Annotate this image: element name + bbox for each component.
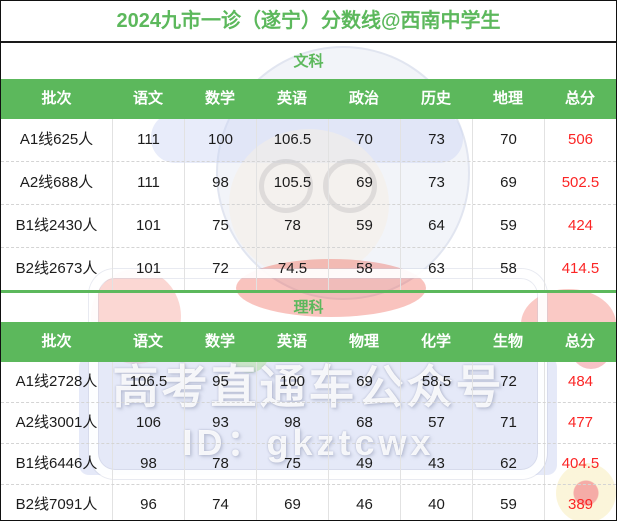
table-row: B2线2673人 101 72 74.5 58 63 58 414.5 bbox=[1, 247, 616, 290]
science-score-table: 批次 语文 数学 英语 物理 化学 生物 总分 A1线2728人 106.5 95 100 69 58.5… bbox=[1, 322, 616, 520]
table-cell: 43 bbox=[400, 444, 472, 484]
table-cell: 64 bbox=[400, 205, 472, 247]
table-cell: 72 bbox=[472, 362, 544, 402]
table-header-row: 批次 语文 数学 英语 物理 化学 生物 总分 bbox=[1, 322, 616, 362]
table-row: A1线2728人 106.5 95 100 69 58.5 72 484 bbox=[1, 362, 616, 402]
table-cell: 96 bbox=[112, 485, 184, 520]
column-header: 物理 bbox=[348, 333, 379, 350]
table-cell: 57 bbox=[400, 403, 472, 443]
table-cell: 78 bbox=[256, 205, 328, 247]
table-cell: A2线3001人 bbox=[15, 414, 98, 431]
column-header: 语文 bbox=[132, 333, 163, 350]
table-cell: 414.5 bbox=[544, 248, 616, 290]
table-row: B1线6446人 98 78 75 49 43 62 404.5 bbox=[1, 443, 616, 484]
table-cell: 105.5 bbox=[256, 162, 328, 204]
table-cell: 63 bbox=[400, 248, 472, 290]
table-cell: 62 bbox=[472, 444, 544, 484]
table-cell: 73 bbox=[400, 119, 472, 161]
column-header: 历史 bbox=[420, 90, 451, 107]
table-row: B2线7091人 96 74 69 46 40 59 389 bbox=[1, 484, 616, 520]
table-cell: 93 bbox=[184, 403, 256, 443]
table-cell: 49 bbox=[328, 444, 400, 484]
table-cell: 506 bbox=[544, 119, 616, 161]
column-header: 生物 bbox=[492, 333, 523, 350]
table-cell: B2线2673人 bbox=[15, 260, 98, 277]
table-cell: 424 bbox=[544, 205, 616, 247]
table-cell: 70 bbox=[472, 119, 544, 161]
table-cell: 100 bbox=[184, 119, 256, 161]
column-header: 语文 bbox=[132, 90, 163, 107]
column-header: 批次 bbox=[41, 333, 72, 350]
table-cell: 101 bbox=[112, 205, 184, 247]
table-cell: 58 bbox=[328, 248, 400, 290]
table-cell: 98 bbox=[112, 444, 184, 484]
table-cell: 106.5 bbox=[112, 362, 184, 402]
table-cell: 73 bbox=[400, 162, 472, 204]
table-cell: 95 bbox=[184, 362, 256, 402]
column-header: 英语 bbox=[276, 333, 307, 350]
table-cell: 59 bbox=[472, 485, 544, 520]
table-cell: 59 bbox=[472, 205, 544, 247]
section-divider bbox=[1, 290, 616, 293]
table-cell: 72 bbox=[184, 248, 256, 290]
table-cell: 58.5 bbox=[400, 362, 472, 402]
column-header: 政治 bbox=[348, 90, 379, 107]
table-row: A2线3001人 106 93 98 68 57 71 477 bbox=[1, 402, 616, 443]
section-label-science: 理科 bbox=[293, 299, 324, 316]
table-cell: 101 bbox=[112, 248, 184, 290]
table-cell: 404.5 bbox=[544, 444, 616, 484]
table-cell: 75 bbox=[184, 205, 256, 247]
table-row: A1线625人 111 100 106.5 70 73 70 506 bbox=[1, 119, 616, 161]
tables-area: 文科 批次 语文 数学 英语 政治 历史 地理 总分 A1线625人 111 100 106.5 70 7… bbox=[1, 43, 616, 520]
table-cell: 98 bbox=[184, 162, 256, 204]
table-row: B1线2430人 101 75 78 59 64 59 424 bbox=[1, 204, 616, 247]
table-cell: 74.5 bbox=[256, 248, 328, 290]
table-cell: A1线625人 bbox=[19, 131, 94, 148]
table-cell: 484 bbox=[544, 362, 616, 402]
table-cell: 69 bbox=[256, 485, 328, 520]
table-cell: A2线688人 bbox=[19, 174, 94, 191]
table-cell: 75 bbox=[256, 444, 328, 484]
column-header: 批次 bbox=[41, 90, 72, 107]
table-cell: A1线2728人 bbox=[15, 373, 98, 390]
table-cell: 59 bbox=[328, 205, 400, 247]
table-cell: 106 bbox=[112, 403, 184, 443]
column-header: 总分 bbox=[564, 90, 595, 107]
table-cell: 74 bbox=[184, 485, 256, 520]
column-header: 总分 bbox=[564, 333, 595, 350]
table-cell: 502.5 bbox=[544, 162, 616, 204]
table-cell: 106.5 bbox=[256, 119, 328, 161]
table-cell: 69 bbox=[328, 362, 400, 402]
table-cell: 46 bbox=[328, 485, 400, 520]
column-header: 英语 bbox=[276, 90, 307, 107]
column-header: 数学 bbox=[204, 333, 235, 350]
table-cell: B1线2430人 bbox=[15, 217, 98, 234]
table-cell: 477 bbox=[544, 403, 616, 443]
table-cell: 40 bbox=[400, 485, 472, 520]
table-row: A2线688人 111 98 105.5 69 73 69 502.5 bbox=[1, 161, 616, 204]
column-header: 地理 bbox=[492, 90, 523, 107]
table-cell: 69 bbox=[472, 162, 544, 204]
table-cell: 111 bbox=[112, 119, 184, 161]
column-header: 数学 bbox=[204, 90, 235, 107]
table-cell: 389 bbox=[544, 485, 616, 520]
table-cell: 68 bbox=[328, 403, 400, 443]
table-header-row: 批次 语文 数学 英语 政治 历史 地理 总分 bbox=[1, 79, 616, 119]
table-cell: 69 bbox=[328, 162, 400, 204]
table-cell: 71 bbox=[472, 403, 544, 443]
table-cell: 70 bbox=[328, 119, 400, 161]
column-header: 化学 bbox=[420, 333, 451, 350]
table-cell: 111 bbox=[112, 162, 184, 204]
table-cell: B2线7091人 bbox=[15, 496, 98, 513]
table-cell: 100 bbox=[256, 362, 328, 402]
section-label-liberal-arts: 文科 bbox=[293, 53, 324, 70]
table-cell: 78 bbox=[184, 444, 256, 484]
page-title: 2024九市一诊（遂宁）分数线@西南中学生 bbox=[1, 1, 616, 43]
table-cell: 98 bbox=[256, 403, 328, 443]
table-cell: B1线6446人 bbox=[15, 455, 98, 472]
liberal-arts-score-table: 批次 语文 数学 英语 政治 历史 地理 总分 A1线625人 111 100 106.5 70 73 70… bbox=[1, 79, 616, 290]
table-cell: 58 bbox=[472, 248, 544, 290]
